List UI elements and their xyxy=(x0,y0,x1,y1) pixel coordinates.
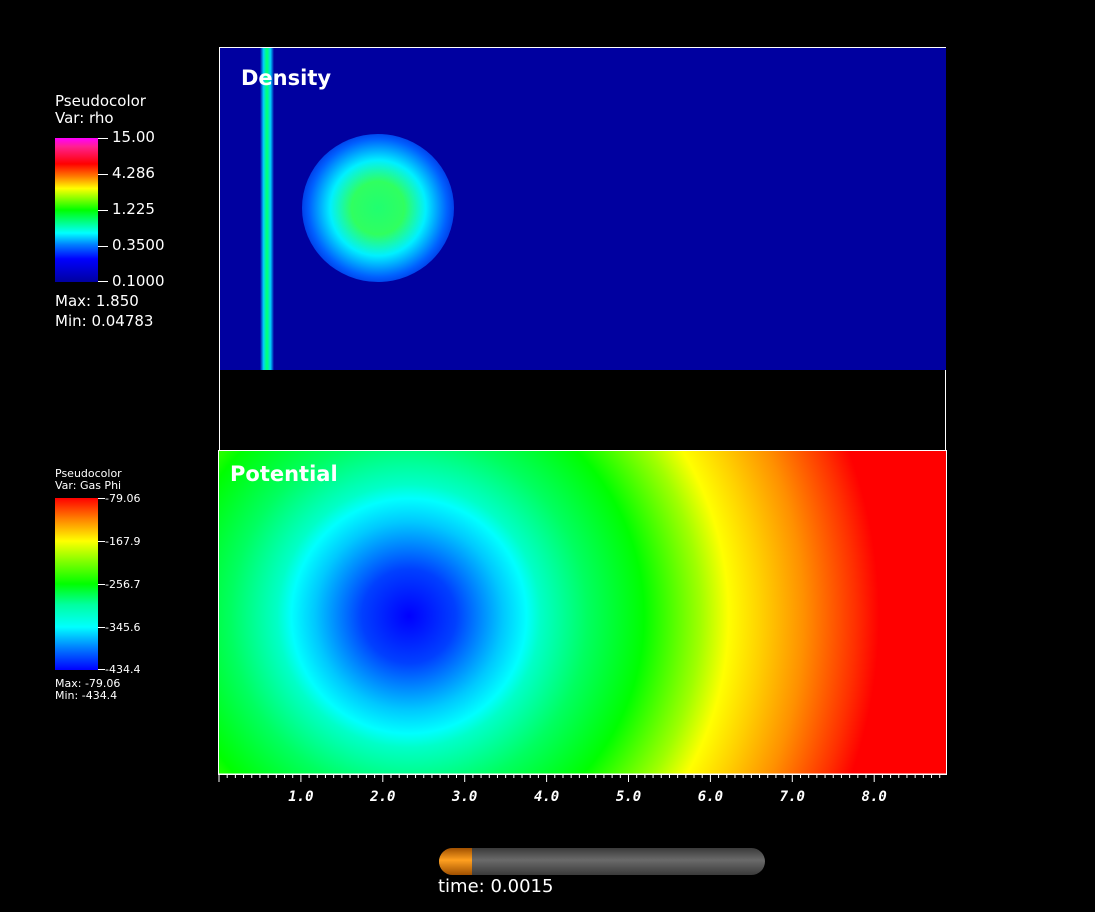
rho-legend-plot-type: Pseudocolor xyxy=(55,92,146,110)
rho-tick-label: 15.00 xyxy=(112,128,155,146)
potential-panel-frame xyxy=(218,450,947,775)
x-axis-tick-label: 2.0 xyxy=(369,789,395,805)
rho-tick-mark xyxy=(98,281,108,282)
potential-plot xyxy=(219,451,947,774)
rho-colorbar xyxy=(55,138,98,282)
phi-legend-min: Min: -434.4 xyxy=(55,689,118,702)
phi-tick-mark xyxy=(98,627,105,628)
rho-tick-label: 4.286 xyxy=(112,164,155,182)
rho-legend-var: Var: rho xyxy=(55,109,114,127)
time-label: time: 0.0015 xyxy=(438,876,554,897)
x-axis-tick-label: 8.0 xyxy=(862,789,887,805)
phi-legend-plot-type: Pseudocolor xyxy=(55,467,122,480)
x-axis-tick-label: 1.0 xyxy=(288,789,313,805)
phi-colorbar-ticks: -79.06 -167.9 -256.7 -345.6 -434.4 xyxy=(98,493,168,676)
rho-colorbar-ticks: 15.00 4.286 1.225 0.3500 0.1000 xyxy=(98,129,178,290)
rho-tick-mark xyxy=(98,210,108,211)
time-slider-progress xyxy=(439,848,472,875)
x-axis: 1.0 2.0 3.0 4.0 5.0 6.0 7.0 8.0 xyxy=(218,773,947,805)
phi-tick-label: -256.7 xyxy=(105,578,141,591)
rho-tick-mark xyxy=(98,246,108,247)
density-title: Density xyxy=(241,66,332,90)
x-axis-tick-label: 7.0 xyxy=(780,789,805,805)
phi-tick-mark xyxy=(98,584,105,585)
phi-legend-var: Var: Gas Phi xyxy=(55,479,122,492)
phi-legend-max: Max: -79.06 xyxy=(55,677,121,690)
phi-tick-label: -345.6 xyxy=(105,621,141,634)
rho-tick-mark xyxy=(98,174,108,175)
rho-tick-mark xyxy=(98,138,108,139)
rho-legend-max: Max: 1.850 xyxy=(55,292,139,310)
density-blob xyxy=(302,134,454,282)
x-axis-tick-label: 6.0 xyxy=(698,789,723,805)
rho-tick-label: 0.3500 xyxy=(112,236,165,254)
rho-tick-label: 1.225 xyxy=(112,200,155,218)
phi-tick-label: -167.9 xyxy=(105,535,141,548)
phi-tick-label: -79.06 xyxy=(105,492,141,505)
phi-tick-mark xyxy=(98,498,105,499)
phi-colorbar xyxy=(55,498,98,670)
phi-tick-label: -434.4 xyxy=(105,663,141,676)
phi-tick-mark xyxy=(98,669,105,670)
density-plot xyxy=(220,48,946,370)
rho-legend-min: Min: 0.04783 xyxy=(55,312,154,330)
phi-tick-mark xyxy=(98,541,105,542)
x-axis-tick-label: 5.0 xyxy=(616,789,641,805)
density-shock-front xyxy=(260,48,274,370)
x-axis-tick-label: 4.0 xyxy=(534,789,559,805)
potential-title: Potential xyxy=(230,462,338,486)
rho-tick-label: 0.1000 xyxy=(112,272,165,290)
time-slider[interactable] xyxy=(439,848,765,875)
x-axis-tick-label: 3.0 xyxy=(451,789,477,805)
